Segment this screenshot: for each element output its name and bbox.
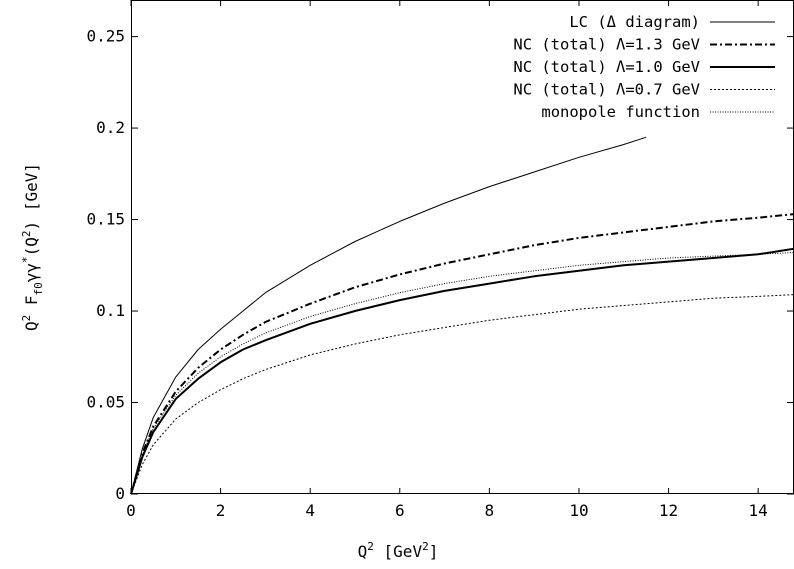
series-line-2 bbox=[130, 213, 794, 495]
x-tick-label: 6 bbox=[395, 501, 405, 520]
x-tick-label: 2 bbox=[216, 501, 226, 520]
x-tick-label: 14 bbox=[749, 501, 768, 520]
y-tick-label: 0.05 bbox=[86, 393, 125, 412]
x-axis-label: Q2 [GeV2] bbox=[358, 540, 439, 561]
series-line-1 bbox=[130, 136, 647, 495]
legend-label-3: NC (total) Λ=1.0 GeV bbox=[513, 58, 700, 76]
legend-label-5: monopole function bbox=[541, 103, 700, 121]
legend-label-1: LC (Δ diagram) bbox=[569, 13, 700, 31]
y-tick-label: 0.2 bbox=[96, 118, 125, 137]
y-tick-label: 0.25 bbox=[86, 27, 125, 46]
y-axis-label: Q2 Ff0γγ*(Q2) [GeV] bbox=[20, 163, 45, 331]
y-tick-label: 0.15 bbox=[86, 210, 125, 229]
series-line-4 bbox=[130, 294, 794, 495]
y-tick-label: 0 bbox=[115, 484, 125, 503]
legend-label-2: NC (total) Λ=1.3 GeV bbox=[513, 36, 700, 54]
x-tick-label: 10 bbox=[569, 501, 588, 520]
x-tick-label: 12 bbox=[659, 501, 678, 520]
x-tick-label: 0 bbox=[126, 501, 136, 520]
x-tick-label: 4 bbox=[305, 501, 315, 520]
y-axis-label-group: Q2 Ff0γγ*(Q2) [GeV] bbox=[20, 163, 45, 331]
series-line-3 bbox=[130, 247, 794, 495]
legend-label-4: NC (total) Λ=0.7 GeV bbox=[513, 81, 700, 99]
y-tick-label: 0.1 bbox=[96, 301, 125, 320]
x-tick-label: 8 bbox=[485, 501, 495, 520]
